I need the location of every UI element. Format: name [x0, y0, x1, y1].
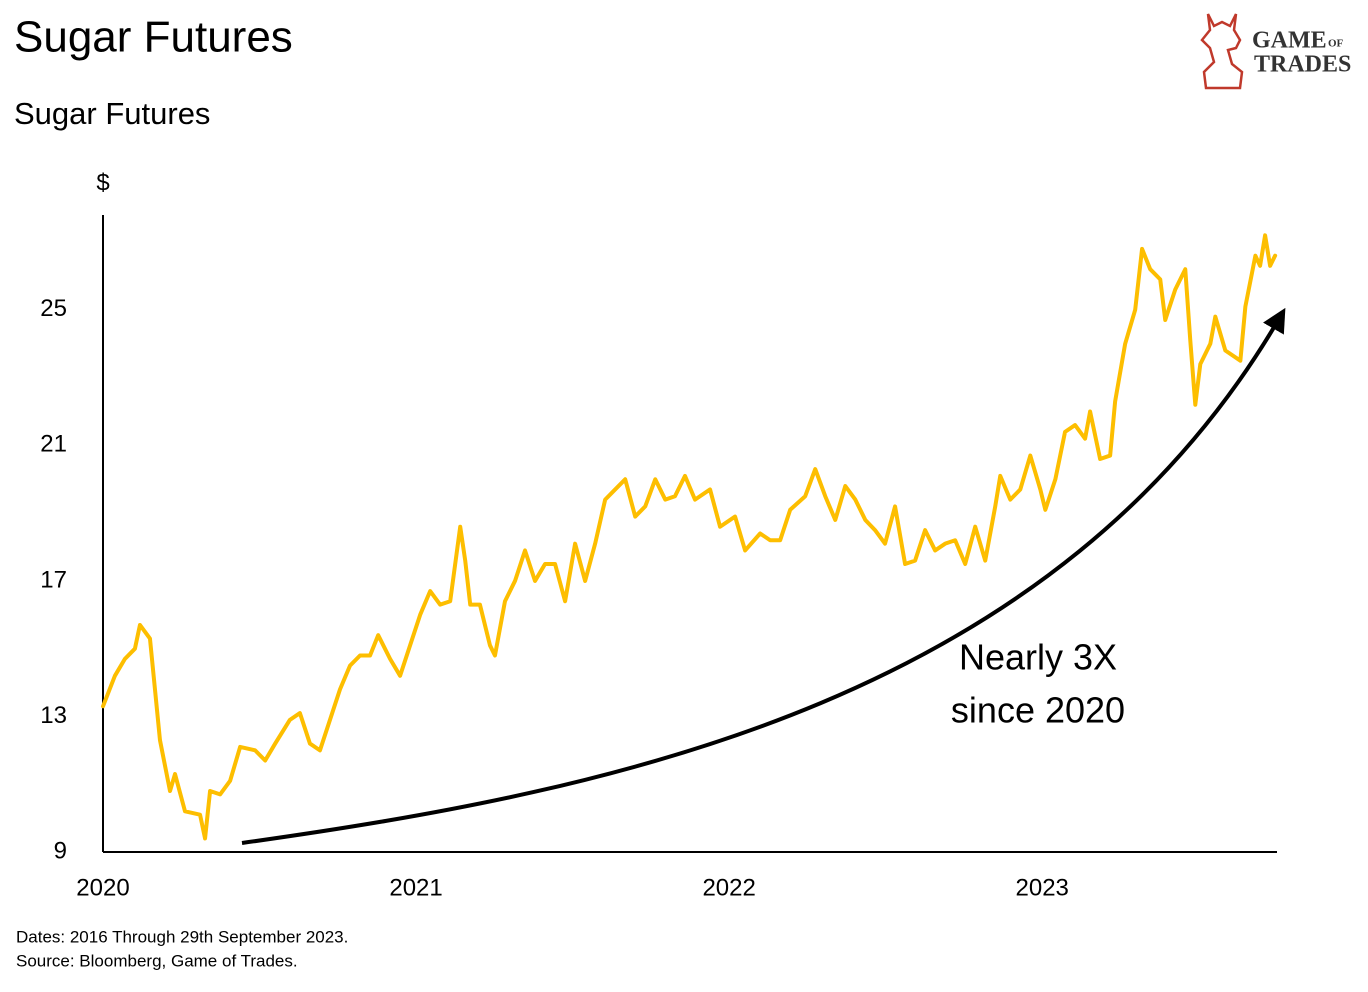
price-line	[101, 233, 1278, 841]
y-tick-label: 9	[54, 837, 67, 864]
logo-text: GAME	[1252, 28, 1327, 54]
annotation: since 2020	[951, 690, 1125, 731]
logo: GAME OF TRADES	[1200, 13, 1351, 90]
y-tick-label: 17	[40, 566, 67, 593]
y-axis-label: $	[96, 169, 109, 196]
footnote: Dates: 2016 Through 29th September 2023.	[16, 927, 348, 946]
logo-icon	[1200, 13, 1244, 90]
y-tick-label: 13	[40, 702, 67, 729]
logo-text: OF	[1328, 38, 1344, 50]
y-tick-label: 21	[40, 431, 67, 458]
chart-title: Sugar Futures	[14, 13, 293, 62]
chart-subtitle: Sugar Futures	[14, 96, 210, 131]
trend-arrow	[241, 307, 1286, 845]
logo-text: TRADES	[1254, 52, 1351, 78]
x-tick-label: 2021	[389, 874, 442, 901]
annotation: Nearly 3X	[959, 637, 1117, 678]
x-tick-label: 2022	[702, 874, 755, 901]
footnote: Source: Bloomberg, Game of Trades.	[16, 951, 298, 970]
x-tick-label: 2023	[1016, 874, 1069, 901]
x-tick-label: 2020	[76, 874, 129, 901]
y-tick-label: 25	[40, 295, 67, 322]
